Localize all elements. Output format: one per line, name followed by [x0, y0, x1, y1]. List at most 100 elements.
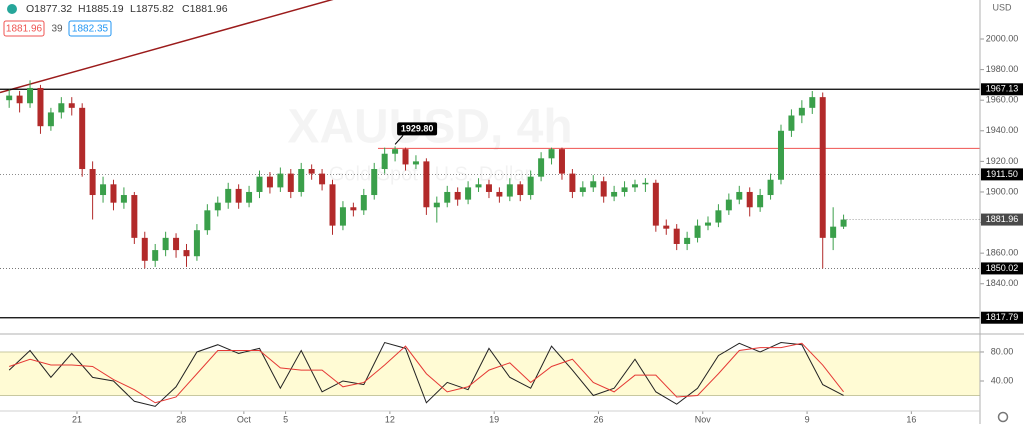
candle-body	[600, 181, 607, 197]
candle-body	[715, 210, 722, 223]
y-tick-label: 1900.00	[986, 186, 1019, 196]
candle-body	[204, 210, 211, 231]
trendline	[0, 0, 334, 94]
level-badge	[981, 262, 1023, 275]
bid-price[interactable]: 1881.96	[6, 24, 43, 35]
candle-body	[736, 191, 743, 200]
ask-price: 1882.35	[72, 24, 109, 35]
level-label: 1911.50	[986, 169, 1018, 179]
candle-body	[496, 191, 503, 197]
candle-body	[558, 149, 565, 174]
y-tick-label: 1960.00	[986, 95, 1019, 105]
candle-body	[298, 169, 305, 192]
candle-body	[350, 207, 357, 211]
candle-body	[120, 195, 127, 203]
candle-body	[506, 184, 513, 197]
symbol-icon[interactable]	[7, 4, 17, 14]
x-tick-label: 12	[385, 414, 395, 424]
ohlc-close: C1881.96	[182, 3, 228, 15]
candle-body	[684, 237, 691, 244]
buy-button[interactable]	[68, 20, 112, 37]
level-label: 1967.13	[986, 84, 1019, 94]
candle-body	[68, 103, 75, 108]
candle-body	[371, 169, 378, 196]
candle-body	[819, 97, 826, 238]
candle-body	[621, 187, 628, 192]
candle-body	[89, 169, 96, 196]
candle-body	[475, 184, 482, 188]
candle-body	[631, 184, 638, 188]
candle-body	[225, 188, 232, 203]
candle-body	[266, 176, 273, 188]
candle-body	[277, 173, 284, 188]
candle-body	[6, 95, 13, 101]
price-pane	[0, 0, 980, 319]
candle-body	[79, 107, 86, 170]
callout-pointer	[394, 135, 404, 145]
candle-body	[767, 179, 774, 196]
candle-body	[757, 195, 764, 208]
candle-body	[746, 191, 753, 208]
candle-body	[538, 158, 545, 177]
level-label: 1850.02	[986, 263, 1019, 273]
candle-body	[287, 173, 294, 192]
candle-body	[173, 237, 180, 251]
x-tick-label: Oct	[237, 414, 252, 424]
candle-body	[433, 202, 440, 208]
callout-box	[397, 122, 438, 136]
candle-body	[235, 188, 242, 203]
y-tick-label: 1980.00	[986, 64, 1019, 74]
candle-body	[381, 153, 388, 170]
candle-body	[423, 161, 430, 208]
x-tick-label: 26	[593, 414, 603, 424]
candle-body	[788, 115, 795, 131]
x-tick-label: 9	[805, 414, 810, 424]
candle-body	[246, 191, 253, 203]
candle-body	[652, 182, 659, 226]
level-badge	[981, 168, 1023, 181]
candle-body	[840, 219, 847, 227]
candle-body	[569, 173, 576, 192]
candle-body	[663, 225, 670, 229]
candle-body	[412, 161, 419, 165]
candle-body	[485, 184, 492, 192]
stoch-band	[0, 351, 980, 396]
candle-body	[590, 181, 597, 188]
candle-body	[579, 187, 586, 192]
candle-body	[611, 191, 618, 197]
y-tick-label: 1940.00	[986, 125, 1019, 135]
candle-body	[392, 149, 399, 154]
stoch-line	[8, 341, 844, 407]
stoch-line	[9, 342, 844, 404]
candle-body	[360, 195, 367, 211]
candle-body	[16, 95, 23, 104]
candle-body	[319, 173, 326, 185]
y-tick-label: 1860.00	[986, 248, 1019, 258]
spread: 39	[51, 24, 63, 35]
ohlc-low: L1875.82	[130, 3, 174, 15]
currency[interactable]: USD	[992, 2, 1012, 12]
x-tick-label: 16	[906, 414, 916, 424]
candle-body	[214, 202, 221, 211]
candle-body	[704, 222, 711, 226]
x-tick-label: 21	[72, 414, 82, 424]
settings-gear[interactable]	[997, 411, 1009, 423]
level-badge	[981, 83, 1023, 96]
x-tick-label: 19	[489, 414, 499, 424]
candle-body	[37, 87, 44, 127]
settings-icon[interactable]	[997, 411, 1009, 423]
candle-body	[27, 87, 34, 104]
candle-body	[329, 184, 336, 226]
candle-body	[183, 250, 190, 257]
x-tick-label: 5	[283, 414, 288, 424]
candle-body	[193, 230, 200, 257]
ohlc-open: O1877.32	[26, 3, 72, 15]
x-tick-label: 28	[176, 414, 186, 424]
last-price-label: 1881.96	[986, 214, 1019, 224]
candle-body	[527, 176, 534, 196]
sell-button[interactable]	[3, 20, 45, 37]
candle-body	[777, 130, 784, 180]
